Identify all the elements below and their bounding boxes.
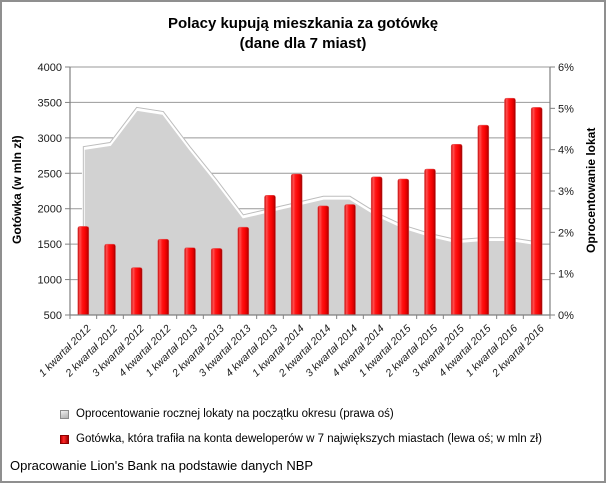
- cash-bar: [477, 124, 490, 316]
- cash-bar: [237, 226, 250, 316]
- chart-title: Polacy kupują mieszkania za gotówkę (dan…: [2, 14, 604, 54]
- left-axis-title: Gotówka (w mln zł): [10, 135, 24, 245]
- cash-bar: [450, 143, 463, 316]
- left-axis-tick-label: 2500: [38, 168, 62, 180]
- right-axis-tick-label: 2%: [558, 227, 574, 239]
- cash-bar: [290, 173, 303, 316]
- right-axis-tick-label: 6%: [558, 62, 574, 74]
- chart-title-line2: (dane dla 7 miast): [239, 35, 367, 52]
- left-axis-tick-label: 500: [44, 310, 62, 322]
- left-axis-tick-label: 2000: [38, 204, 62, 216]
- right-axis-tick-label: 0%: [558, 310, 574, 322]
- area-series-swatch-icon: [60, 409, 69, 419]
- cash-bar: [157, 238, 170, 316]
- right-axis-title: Oprocentowanie lokat: [584, 127, 598, 253]
- legend-label-cash: Gotówka, która trafiła na konta dewelope…: [76, 433, 542, 445]
- right-axis-tick-label: 1%: [558, 269, 574, 281]
- legend-item-deposit-rate: Oprocentowanie rocznej lokaty na początk…: [60, 408, 394, 420]
- cash-bar: [344, 204, 356, 316]
- cash-bar: [77, 226, 90, 316]
- left-axis-tick-label: 3000: [38, 133, 62, 145]
- deposit-rate-area: [83, 110, 537, 316]
- left-axis-tick-label: 3500: [38, 97, 62, 109]
- cash-bar: [104, 243, 116, 316]
- legend-label-deposit-rate: Oprocentowanie rocznej lokaty na początk…: [76, 408, 394, 420]
- cash-bar: [424, 168, 436, 316]
- cash-bar: [504, 97, 516, 316]
- chart-title-line1: Polacy kupują mieszkania za gotówkę: [167, 15, 439, 32]
- right-axis-tick-label: 3%: [558, 186, 574, 198]
- left-axis-tick-label: 1000: [38, 275, 62, 287]
- cash-bar: [210, 248, 223, 316]
- cash-bar: [184, 247, 196, 316]
- cash-bar: [264, 195, 276, 316]
- cash-bar: [397, 178, 410, 316]
- cash-bar: [530, 107, 543, 316]
- source-note: Opracowanie Lion's Bank na podstawie dan…: [10, 458, 314, 473]
- cash-bar: [370, 176, 383, 316]
- right-axis-tick-label: 5%: [558, 103, 574, 115]
- left-axis-tick-label: 4000: [38, 62, 62, 74]
- cash-bar: [317, 205, 330, 316]
- right-axis-tick-label: 4%: [558, 145, 574, 157]
- cash-bar: [130, 267, 143, 316]
- left-axis-tick-label: 1500: [38, 239, 62, 251]
- legend-item-cash: Gotówka, która trafiła na konta dewelope…: [60, 433, 542, 445]
- bar-series-swatch-icon: [60, 434, 69, 444]
